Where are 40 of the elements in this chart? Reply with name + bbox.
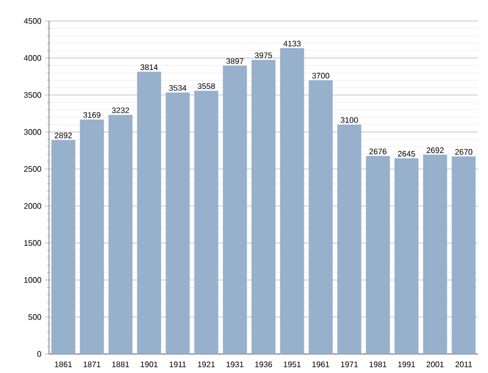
data-label: 3558 — [198, 83, 215, 90]
x-tick-label: 1936 — [255, 362, 272, 368]
x-tick-label: 1931 — [226, 362, 244, 368]
x-tick-label: 1881 — [112, 362, 130, 368]
data-label: 2676 — [369, 148, 386, 154]
data-label: 4133 — [283, 40, 301, 46]
y-tick-label: 4000 — [24, 55, 42, 61]
y-tick-label: 3500 — [24, 92, 42, 98]
data-label: 2892 — [54, 132, 72, 138]
data-label: 3232 — [112, 107, 129, 114]
y-tick-label: 3000 — [24, 129, 42, 135]
data-label: 3814 — [140, 64, 158, 70]
data-label: 2692 — [426, 147, 444, 154]
x-tick-label: 1971 — [341, 362, 358, 368]
x-tick-label: 1871 — [84, 362, 100, 368]
y-tick-label: 1500 — [24, 240, 42, 246]
y-tick-label: 1000 — [24, 277, 42, 283]
y-tick-label: 2000 — [24, 203, 42, 209]
x-tick-label: 2011 — [456, 362, 472, 368]
x-tick-label: 1861 — [55, 362, 72, 368]
data-label: 3700 — [312, 72, 330, 79]
x-tick-label: 2001 — [426, 362, 444, 368]
y-tick-label: 2500 — [24, 166, 42, 172]
x-tick-label: 1991 — [398, 362, 416, 368]
data-label: 2645 — [398, 150, 416, 157]
x-tick-label: 1901 — [140, 362, 158, 368]
y-tick-label: 4500 — [24, 18, 42, 24]
data-label: 3975 — [254, 52, 272, 58]
y-tick-label: 500 — [28, 314, 42, 320]
data-label: 3100 — [340, 117, 358, 123]
x-tick-label: 1961 — [312, 362, 330, 368]
data-label: 3534 — [169, 85, 186, 91]
y-tick-label: 0 — [37, 351, 42, 357]
x-tick-label: 1981 — [370, 362, 386, 368]
data-label: 3897 — [226, 58, 244, 64]
x-tick-label: 1911 — [170, 362, 186, 368]
data-label: 3169 — [83, 112, 100, 118]
x-tick-label: 1951 — [284, 362, 301, 368]
x-tick-label: 1921 — [198, 362, 215, 368]
data-label: 2670 — [455, 149, 472, 155]
